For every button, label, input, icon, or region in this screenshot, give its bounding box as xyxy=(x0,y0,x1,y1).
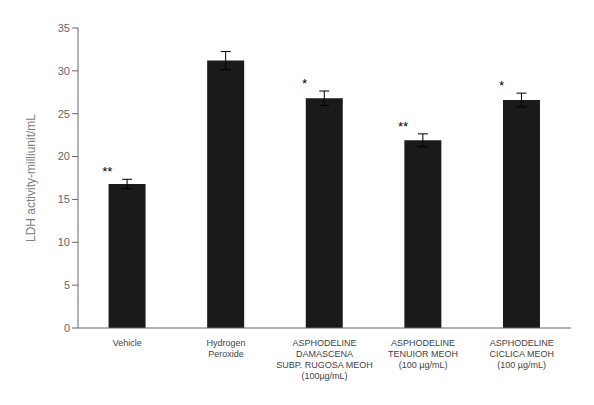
svg-text:**: ** xyxy=(397,119,408,134)
svg-text:35: 35 xyxy=(58,22,70,34)
svg-text:ASPHODELINEDAMASCENASUBP. RUGO: ASPHODELINEDAMASCENASUBP. RUGOSA MEOH(10… xyxy=(276,338,372,381)
svg-text:30: 30 xyxy=(58,65,70,77)
svg-text:*: * xyxy=(301,76,307,91)
svg-text:HydrogenPeroxide: HydrogenPeroxide xyxy=(206,338,245,359)
svg-text:20: 20 xyxy=(58,150,70,162)
svg-text:10: 10 xyxy=(58,236,70,248)
svg-text:*: * xyxy=(499,78,505,93)
svg-text:25: 25 xyxy=(58,108,70,120)
svg-text:ASPHODELINETENUIOR MEOH(100 µg: ASPHODELINETENUIOR MEOH(100 µg/mL) xyxy=(388,338,458,370)
svg-text:ASPHODELINECICLICA MEOH(100 µg: ASPHODELINECICLICA MEOH(100 µg/mL) xyxy=(489,338,554,370)
svg-text:LDH activity-milliunit/mL: LDH activity-milliunit/mL xyxy=(24,114,38,242)
svg-text:15: 15 xyxy=(58,193,70,205)
svg-text:Vehicle: Vehicle xyxy=(113,338,142,348)
svg-text:**: ** xyxy=(102,164,113,179)
svg-text:5: 5 xyxy=(64,279,70,291)
svg-text:0: 0 xyxy=(64,322,70,334)
